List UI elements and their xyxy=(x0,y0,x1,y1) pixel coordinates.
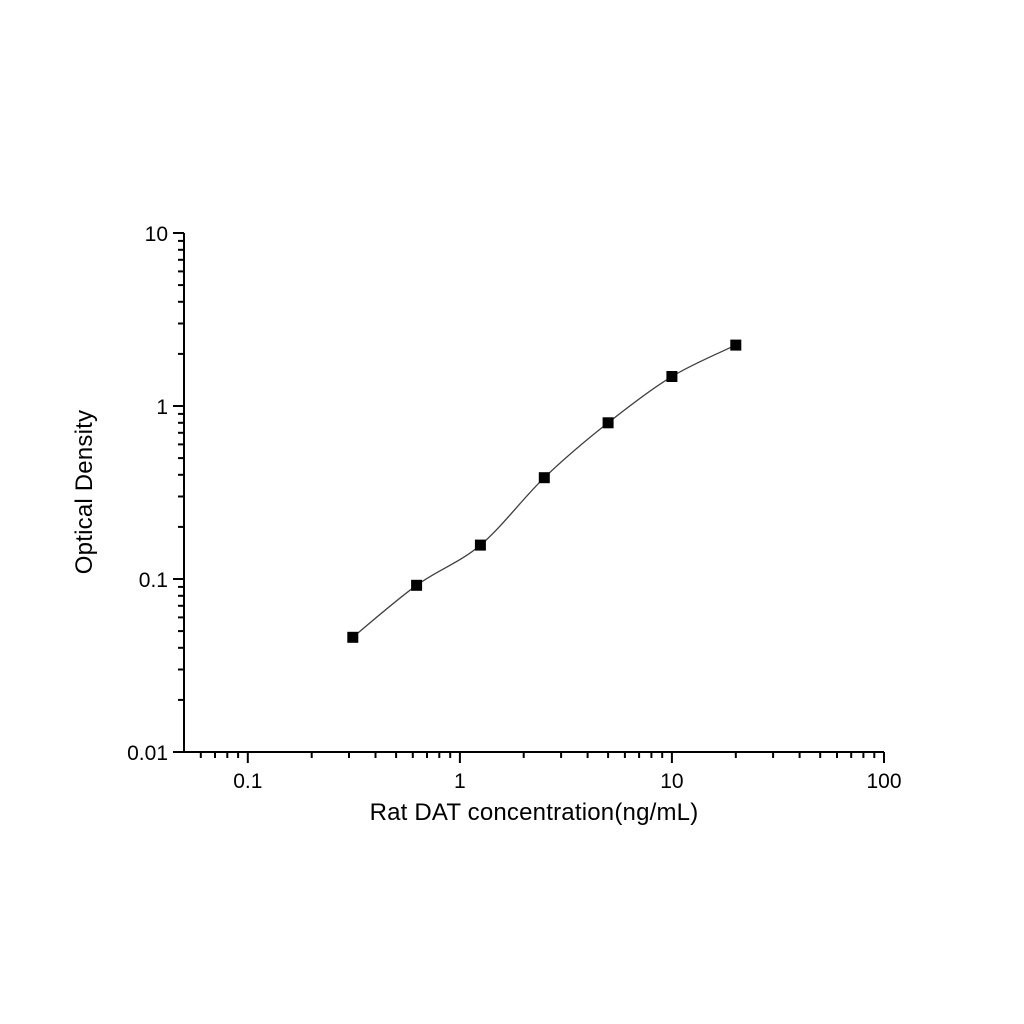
fit-curve xyxy=(352,344,737,638)
x-tick-label: 0.1 xyxy=(233,770,262,793)
y-tick-label: 0.01 xyxy=(127,742,168,765)
data-point-marker xyxy=(730,339,742,351)
data-points xyxy=(347,339,742,643)
x-tick-label: 10 xyxy=(660,770,683,793)
data-point-marker xyxy=(411,579,423,591)
y-tick-label: 10 xyxy=(145,223,168,246)
y-axis-title: Optical Density xyxy=(71,409,98,575)
y-tick-label: 1 xyxy=(156,396,168,419)
data-point-marker xyxy=(666,371,678,382)
x-axis: 0.1 1 10 100 xyxy=(199,752,902,793)
y-axis: 0.01 0.1 1 10 xyxy=(127,223,184,765)
axis-frame xyxy=(183,233,884,753)
y-tick-label: 0.1 xyxy=(139,569,168,592)
data-point-marker xyxy=(538,472,550,484)
x-tick-label: 1 xyxy=(454,770,466,793)
data-point-marker xyxy=(602,417,614,429)
x-tick-label: 100 xyxy=(866,770,901,793)
data-point-marker xyxy=(347,631,359,643)
data-point-marker xyxy=(474,539,486,551)
x-axis-title: Rat DAT concentration(ng/mL) xyxy=(369,799,699,826)
